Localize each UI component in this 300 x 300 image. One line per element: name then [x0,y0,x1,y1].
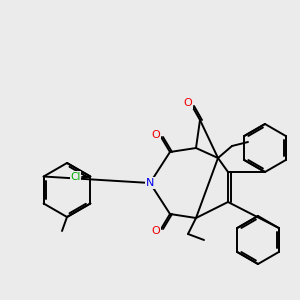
Text: N: N [146,178,154,188]
Text: O: O [152,130,160,140]
Text: O: O [184,98,192,108]
Text: O: O [152,226,160,236]
Text: Cl: Cl [70,172,81,182]
